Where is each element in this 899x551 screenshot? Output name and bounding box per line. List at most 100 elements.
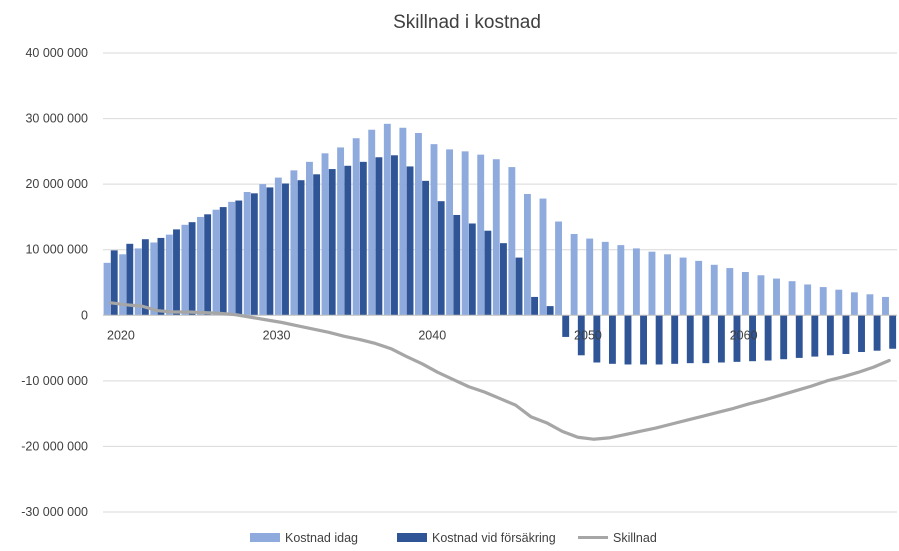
bar-kostnad-vid-forsakring [422, 180, 430, 316]
bar-kostnad-idag [757, 275, 765, 316]
legend-swatch [250, 533, 280, 542]
y-tick-label: 40 000 000 [25, 46, 88, 60]
bar-kostnad-idag [461, 151, 469, 316]
bar-kostnad-idag [103, 262, 111, 316]
x-tick-label: 2050 [574, 328, 602, 342]
bar-kostnad-idag [523, 193, 531, 316]
bar-kostnad-idag [570, 233, 578, 316]
bar-kostnad-vid-forsakring [328, 169, 336, 316]
x-tick-label: 2040 [418, 328, 446, 342]
bar-kostnad-vid-forsakring [640, 315, 647, 365]
bar-kostnad-idag [243, 192, 251, 316]
bar-kostnad-vid-forsakring [780, 315, 788, 360]
bar-kostnad-idag [710, 264, 718, 316]
legend-label: Kostnad idag [285, 531, 358, 545]
bar-kostnad-vid-forsakring [266, 187, 274, 316]
bar-kostnad-vid-forsakring [858, 315, 865, 353]
bar-kostnad-idag [508, 167, 516, 316]
bar-kostnad-idag [492, 159, 500, 316]
bar-kostnad-vid-forsakring [889, 315, 897, 349]
bar-kostnad-idag [134, 248, 142, 316]
y-tick-label: -20 000 000 [21, 439, 88, 453]
bar-kostnad-vid-forsakring [391, 155, 398, 316]
bar-kostnad-idag [477, 154, 485, 316]
bar-kostnad-idag [819, 287, 827, 316]
bar-kostnad-vid-forsakring [437, 201, 445, 316]
bar-kostnad-vid-forsakring [141, 239, 149, 316]
bar-kostnad-vid-forsakring [873, 315, 881, 351]
bar-kostnad-idag [259, 184, 267, 316]
y-tick-label: 0 [81, 308, 88, 322]
bar-kostnad-idag [290, 170, 298, 316]
bar-kostnad-idag [648, 251, 656, 316]
bar-kostnad-idag [368, 129, 376, 316]
bar-kostnad-idag [352, 138, 360, 316]
bar-kostnad-idag [679, 257, 687, 316]
bar-kostnad-vid-forsakring [546, 306, 554, 316]
bar-kostnad-idag [741, 272, 749, 316]
bar-kostnad-idag [555, 221, 562, 316]
x-tick-label: 2020 [107, 328, 135, 342]
bar-kostnad-vid-forsakring [282, 183, 289, 316]
legend-item: Kostnad vid försäkring [397, 531, 556, 545]
bar-kostnad-idag [119, 254, 127, 316]
bar-kostnad-idag [430, 144, 438, 316]
legend-item: Kostnad idag [250, 531, 358, 545]
y-tick-label: 10 000 000 [25, 243, 88, 257]
bar-kostnad-idag [415, 133, 422, 316]
bar-kostnad-idag [446, 149, 454, 316]
bar-kostnad-vid-forsakring [297, 180, 305, 316]
bar-kostnad-idag [882, 296, 889, 316]
x-axis-tick-labels: 2020 2030 2040 2050 2060 [107, 328, 758, 342]
bar-kostnad-vid-forsakring [250, 193, 258, 316]
bar-kostnad-vid-forsakring [531, 296, 539, 316]
bar-kostnad-vid-forsakring [671, 315, 679, 364]
chart-title: Skillnad i kostnad [393, 12, 541, 33]
bar-kostnad-vid-forsakring [235, 200, 243, 316]
bar-kostnad-idag [850, 292, 858, 316]
bar-kostnad-idag [181, 224, 189, 316]
bar-kostnad-vid-forsakring [375, 157, 383, 316]
bar-kostnad-vid-forsakring [359, 161, 367, 316]
legend-item: Skillnad [578, 531, 657, 545]
difference-line [109, 301, 891, 441]
bar-kostnad-vid-forsakring [608, 315, 616, 364]
bar-kostnad-vid-forsakring [686, 315, 694, 364]
bar-kostnad-idag [586, 238, 594, 316]
bar-kostnad-idag [695, 260, 703, 316]
bar-kostnad-idag [321, 153, 329, 316]
bar-kostnad-idag [306, 161, 313, 316]
bar-kostnad-idag [632, 248, 640, 316]
bar-kostnad-idag [617, 245, 625, 316]
legend-label: Skillnad [613, 531, 657, 545]
bar-kostnad-vid-forsakring [173, 229, 180, 316]
bar-kostnad-vid-forsakring [500, 243, 507, 316]
bar-kostnad-vid-forsakring [188, 222, 196, 316]
y-tick-label: 30 000 000 [25, 112, 88, 126]
legend-label: Kostnad vid försäkring [432, 531, 556, 545]
bar-kostnad-idag [539, 198, 547, 316]
bar-kostnad-vid-forsakring [811, 315, 819, 357]
bar-kostnad-vid-forsakring [577, 315, 585, 356]
bar-kostnad-vid-forsakring [453, 214, 461, 316]
bar-kostnad-idag [773, 278, 780, 316]
bar-kostnad-vid-forsakring [157, 237, 165, 316]
bar-kostnad-idag [835, 289, 843, 316]
y-tick-label: -30 000 000 [21, 505, 88, 519]
bar-kostnad-vid-forsakring [126, 243, 134, 316]
bar-kostnad-idag [274, 177, 282, 316]
bar-kostnad-vid-forsakring [484, 230, 492, 316]
legend: Kostnad idag Kostnad vid försäkring Skilln… [250, 531, 657, 545]
bar-kostnad-idag [228, 201, 236, 316]
y-tick-label: -10 000 000 [21, 374, 88, 388]
bar-kostnad-vid-forsakring [733, 315, 741, 362]
bar-kostnad-vid-forsakring [702, 315, 710, 364]
bar-kostnad-vid-forsakring [204, 214, 212, 316]
y-tick-label: 20 000 000 [25, 177, 88, 191]
bar-kostnad-idag [601, 241, 609, 316]
x-tick-label: 2030 [263, 328, 291, 342]
bar-kostnad-idag [383, 123, 391, 316]
bar-kostnad-idag [165, 234, 173, 316]
bars [103, 123, 897, 365]
